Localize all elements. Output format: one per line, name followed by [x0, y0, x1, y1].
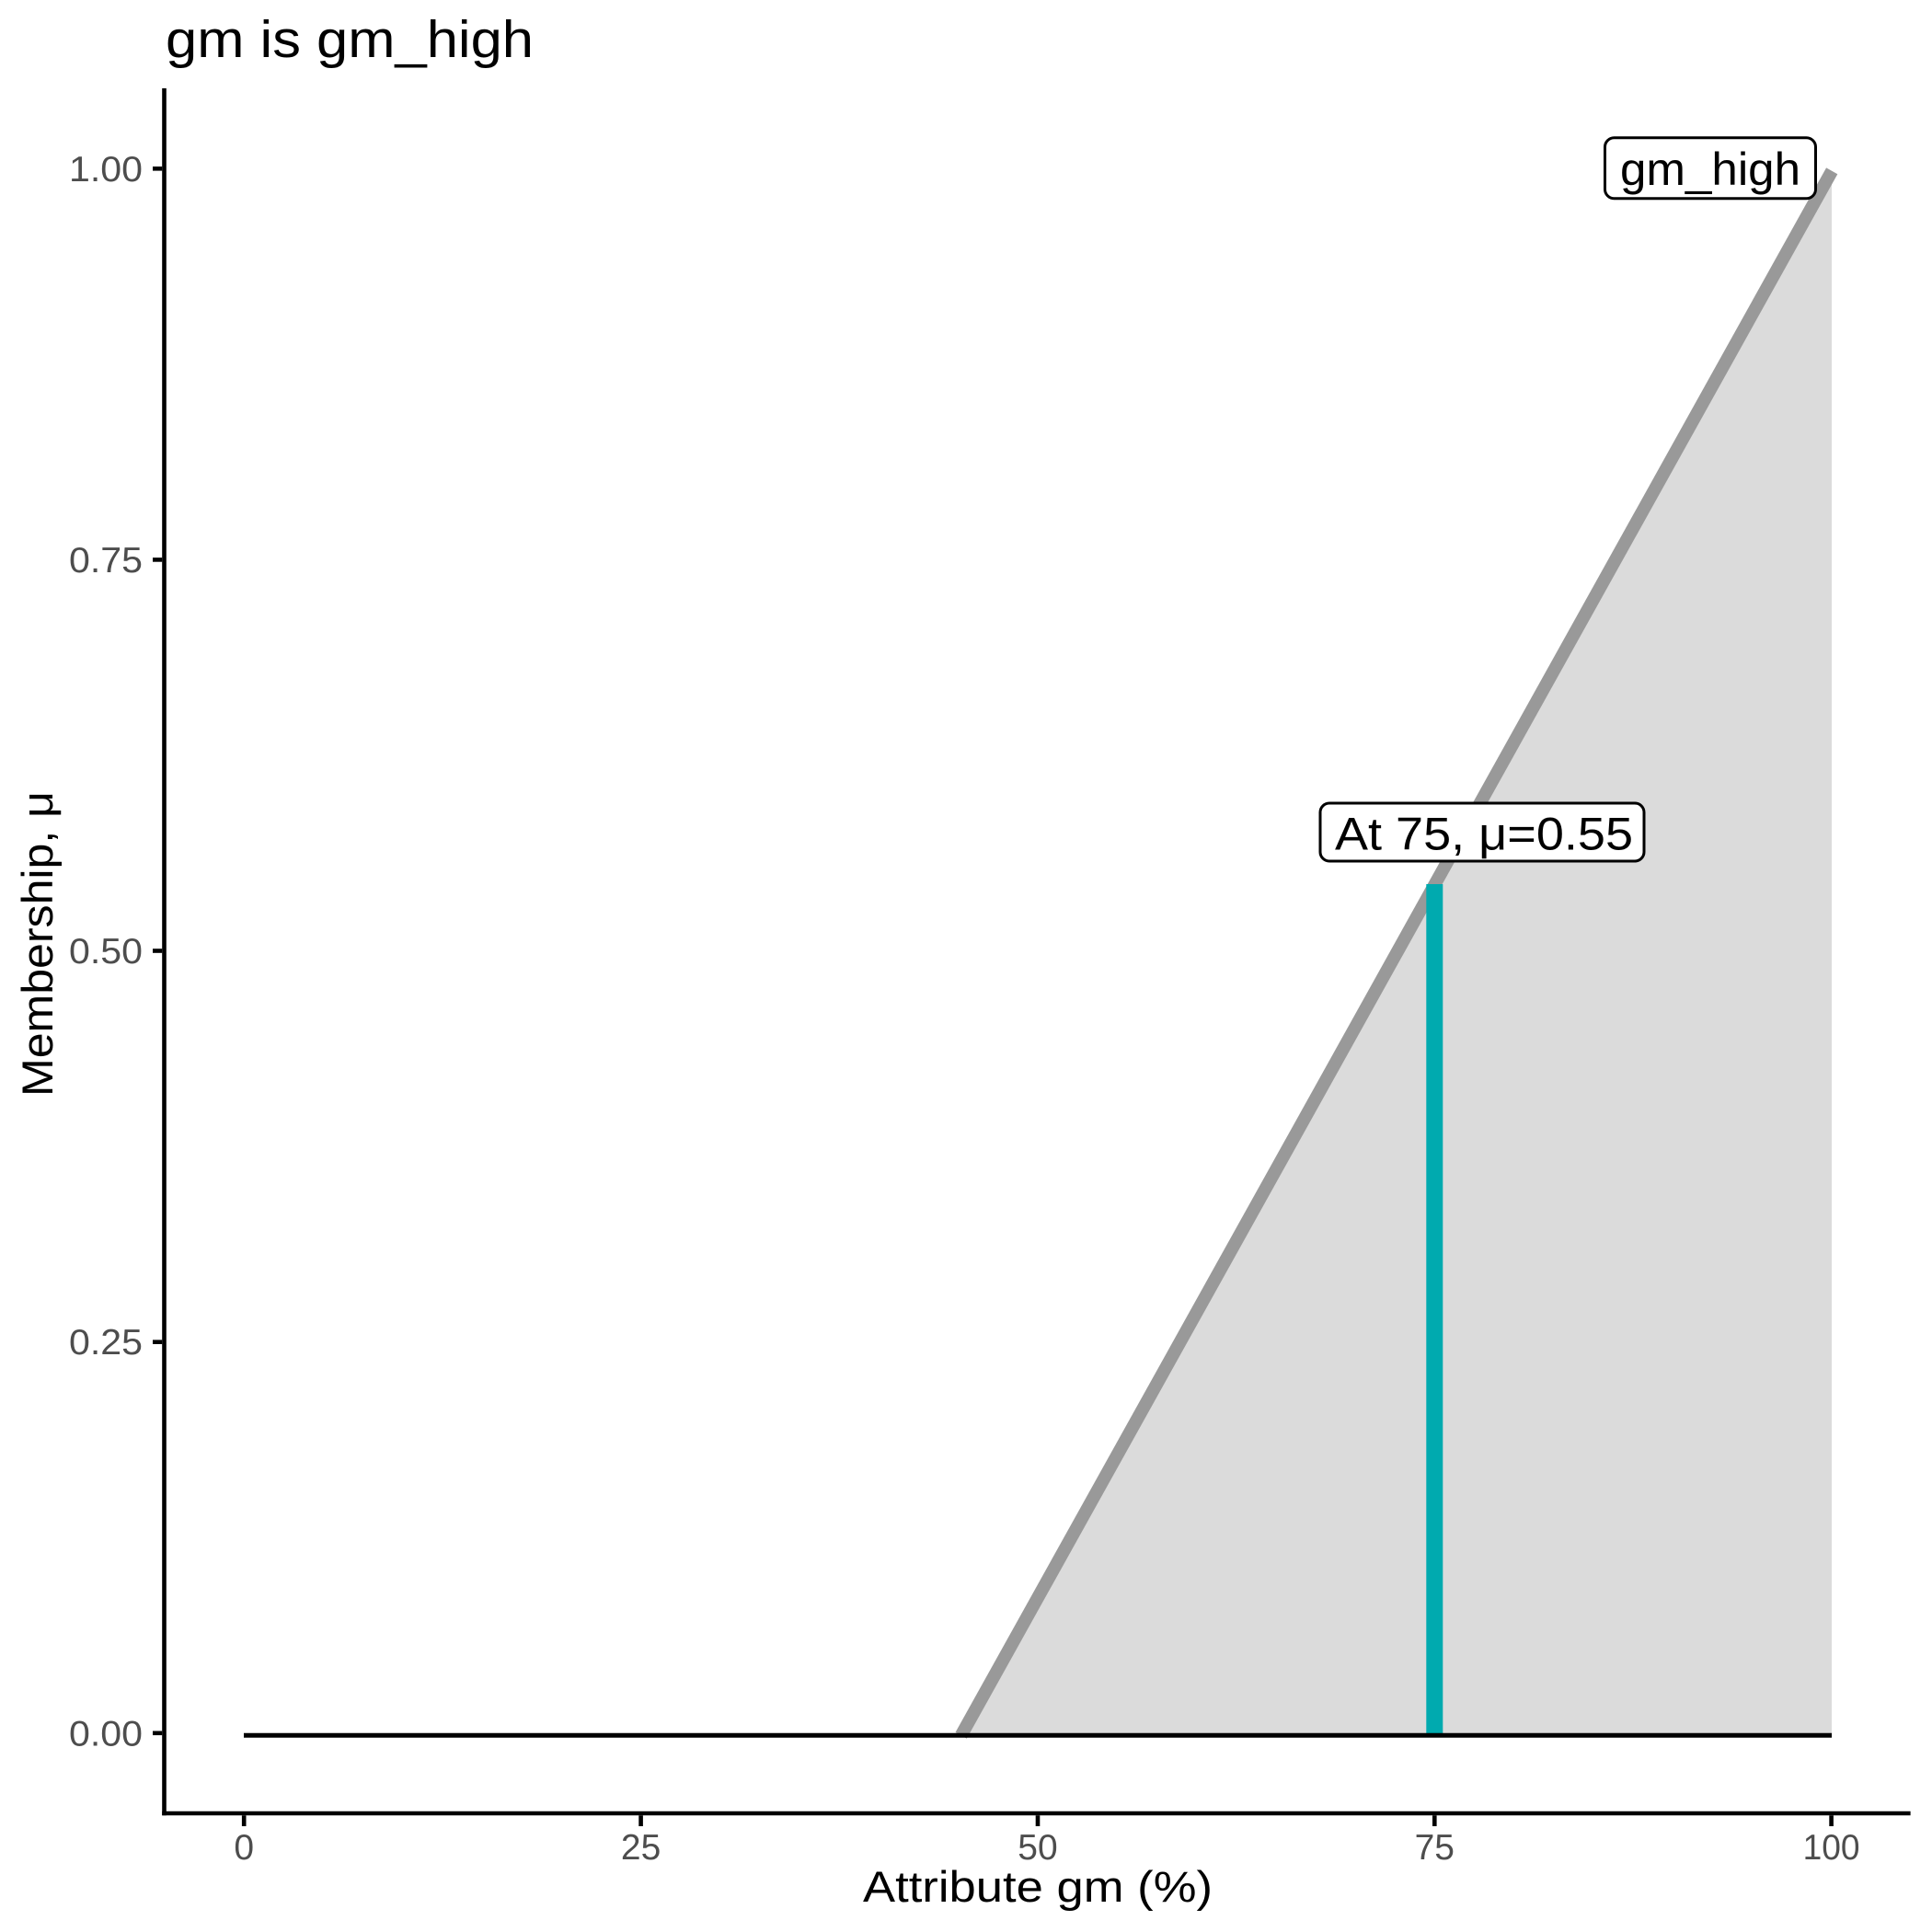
svg-text:0.50: 0.50 [69, 932, 143, 972]
svg-text:Attribute gm (%): Attribute gm (%) [863, 1862, 1213, 1911]
svg-text:0.75: 0.75 [69, 541, 143, 581]
svg-text:0: 0 [234, 1828, 254, 1868]
svg-text:75: 75 [1415, 1828, 1455, 1868]
svg-text:50: 50 [1018, 1828, 1057, 1868]
svg-text:1.00: 1.00 [69, 150, 143, 190]
svg-text:At 75, μ=0.55: At 75, μ=0.55 [1335, 809, 1633, 860]
svg-text:gm is gm_high: gm is gm_high [166, 10, 534, 69]
svg-text:gm_high: gm_high [1620, 144, 1800, 195]
svg-text:25: 25 [621, 1828, 661, 1868]
svg-text:0.25: 0.25 [69, 1323, 143, 1363]
svg-text:100: 100 [1803, 1828, 1860, 1868]
svg-text:0.00: 0.00 [69, 1714, 143, 1754]
svg-text:Membership, μ: Membership, μ [13, 791, 62, 1097]
